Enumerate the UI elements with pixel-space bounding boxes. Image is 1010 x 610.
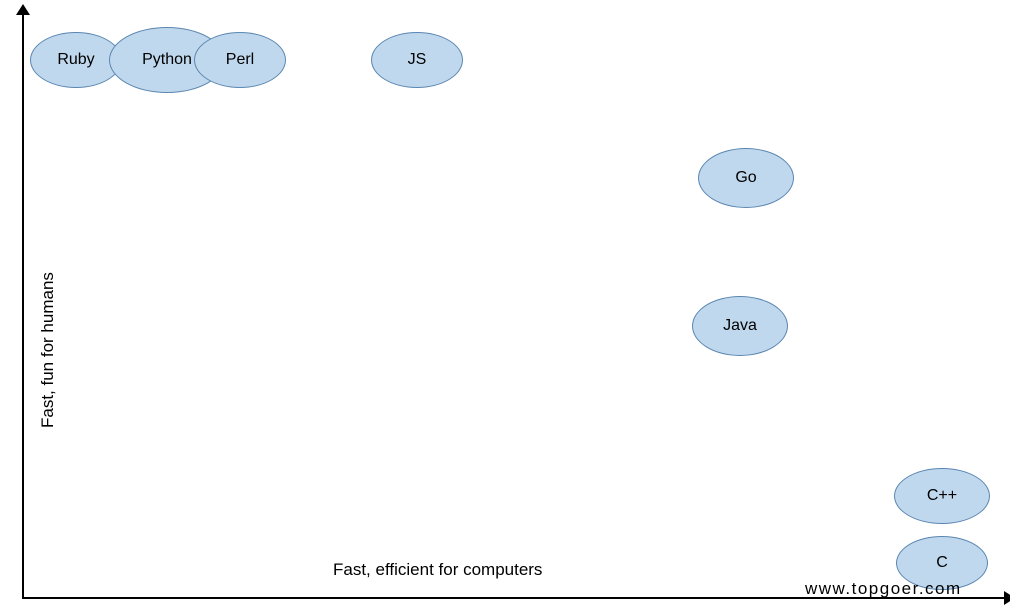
node-label: Perl xyxy=(226,51,254,69)
x-axis-arrow xyxy=(1004,591,1010,605)
y-axis-arrow xyxy=(16,4,30,15)
node-cpp: C++ xyxy=(894,468,990,524)
node-go: Go xyxy=(698,148,794,208)
node-perl: Perl xyxy=(194,32,286,88)
node-label: C xyxy=(936,554,948,572)
node-js: JS xyxy=(371,32,463,88)
node-label: Python xyxy=(142,51,192,69)
chart-canvas: Fast, fun for humans Fast, efficient for… xyxy=(0,0,1010,610)
y-axis-label: Fast, fun for humans xyxy=(38,272,58,428)
watermark-text: www.topgoer.com xyxy=(805,579,962,599)
node-label: Java xyxy=(723,317,757,335)
node-label: C++ xyxy=(927,487,957,505)
y-axis-line xyxy=(22,6,24,597)
x-axis-label: Fast, efficient for computers xyxy=(333,560,542,580)
node-java: Java xyxy=(692,296,788,356)
node-label: JS xyxy=(408,51,427,69)
node-label: Go xyxy=(735,169,756,187)
node-label: Ruby xyxy=(57,51,94,69)
